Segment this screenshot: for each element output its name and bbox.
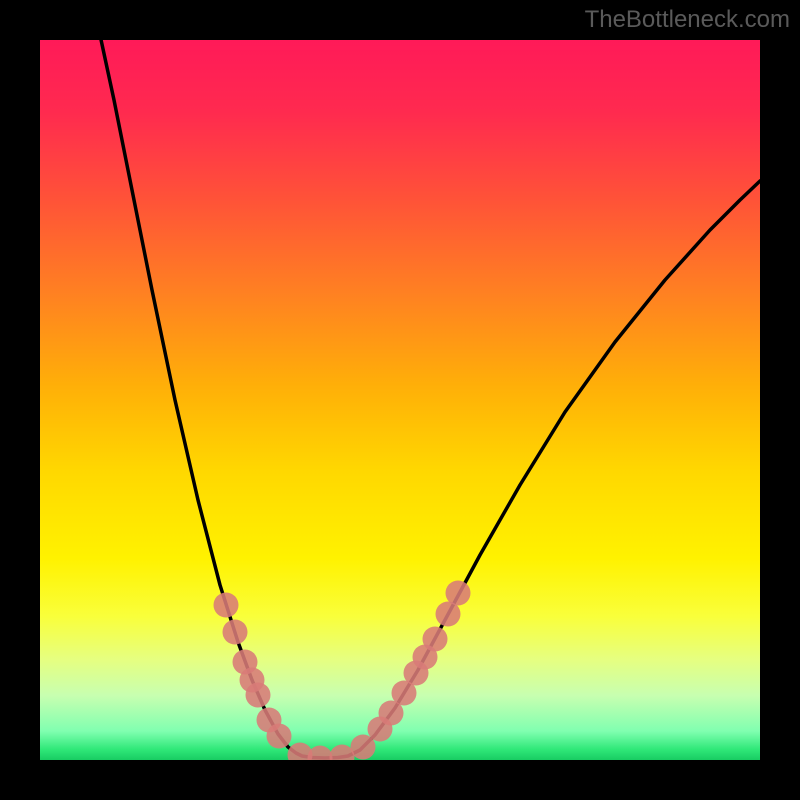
bottleneck-chart: [40, 40, 760, 760]
watermark-text: TheBottleneck.com: [585, 6, 790, 34]
data-marker: [246, 683, 271, 708]
data-marker: [223, 620, 248, 645]
chart-background: [40, 40, 760, 760]
frame-left: [0, 0, 40, 800]
frame-right: [760, 0, 800, 800]
frame-bottom: [0, 760, 800, 800]
data-marker: [214, 593, 239, 618]
data-marker: [267, 724, 292, 749]
data-marker: [423, 627, 448, 652]
data-marker: [446, 581, 471, 606]
